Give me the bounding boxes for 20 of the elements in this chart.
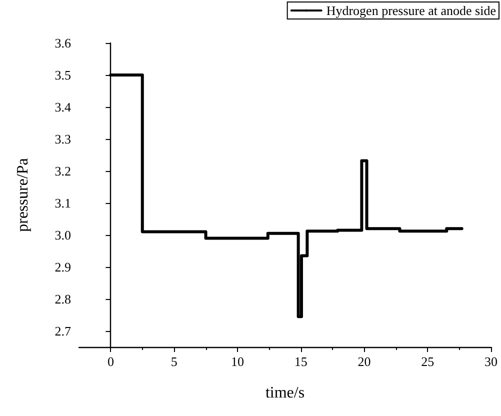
x-tick-label: 20 xyxy=(358,354,371,369)
y-tick-label: 3.2 xyxy=(54,164,71,178)
y-tick-label: 3.4 xyxy=(54,100,72,114)
x-tick-label: 30 xyxy=(484,354,498,369)
y-tick-label: 3.3 xyxy=(54,132,71,146)
legend-label: Hydrogen pressure at anode side xyxy=(326,3,496,18)
y-tick-label: 3.1 xyxy=(54,196,71,210)
y-axis-title: pressure/Pa xyxy=(14,158,32,232)
y-tick-label: 2.8 xyxy=(54,292,71,306)
x-axis-title: time/s xyxy=(265,384,305,402)
x-tick-label: 15 xyxy=(294,354,308,369)
y-tick-label: 3.5 xyxy=(54,68,71,82)
x-tick-label: 25 xyxy=(421,354,434,369)
y-tick-label: 3.0 xyxy=(54,228,71,242)
y-tick-label: 2.7 xyxy=(54,324,72,338)
x-tick-label: 5 xyxy=(170,354,178,369)
y-tick-label: 3.6 xyxy=(54,36,72,50)
x-tick-label: 0 xyxy=(107,354,114,369)
x-tick-label: 10 xyxy=(230,354,244,369)
y-tick-label: 2.9 xyxy=(54,260,71,274)
